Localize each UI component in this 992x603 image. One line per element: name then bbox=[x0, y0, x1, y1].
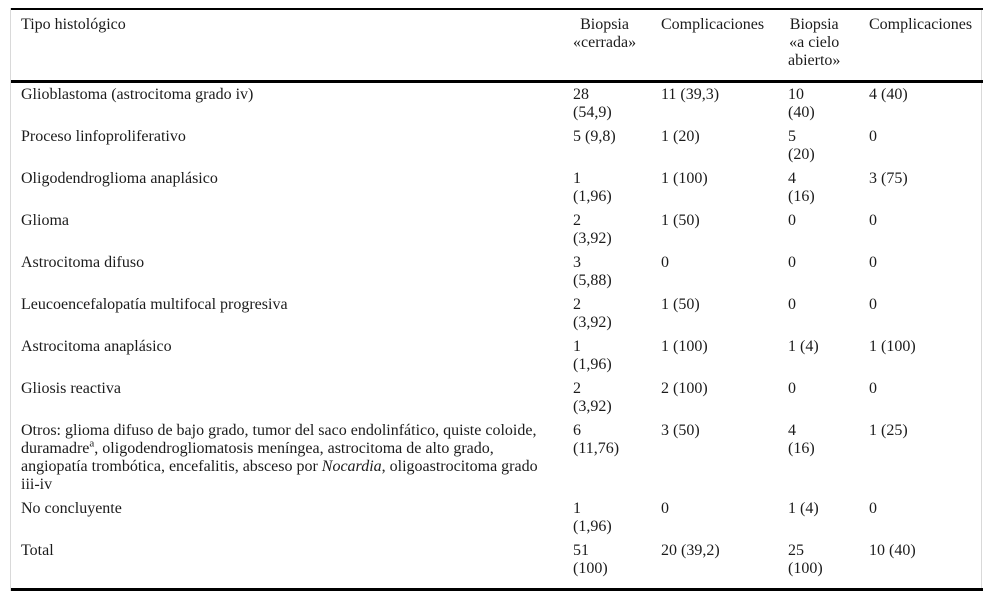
cell-biopsia-cerrada: 1 (1,96) bbox=[573, 170, 612, 205]
col-header-label: Complicaciones bbox=[869, 16, 973, 33]
cell-biopsia-cerrada: 3 (5,88) bbox=[573, 254, 612, 289]
cell-biopsia-cerrada: 6 (11,76) bbox=[573, 422, 620, 457]
table-row: Otros: glioma difuso de bajo grado, tumo… bbox=[11, 419, 983, 497]
cell-biopsia-cerrada: 2 (3,92) bbox=[573, 296, 612, 331]
table-row: Oligodendroglioma anaplásico 1 (1,96) 1 (1… bbox=[11, 167, 983, 209]
table-row: Glioblastoma (astrocitoma grado iv) 28 (5… bbox=[11, 82, 983, 126]
cell-complicaciones-cerrada: 1 (50) bbox=[661, 212, 700, 229]
cell-tipo-histologico: Total bbox=[21, 542, 54, 559]
cell-biopsia-cerrada: 1 (1,96) bbox=[573, 338, 612, 373]
superscript-note-marker: a bbox=[89, 437, 95, 450]
text-segment: Otros: glioma difuso de bajo grado, tumo… bbox=[21, 422, 537, 457]
col-header-biopsia-cielo-abierto: Biopsia «a cielo abierto» bbox=[788, 9, 869, 83]
cell-biopsia-cerrada: 2 (3,92) bbox=[573, 212, 612, 247]
cell-tipo-histologico: Glioma bbox=[21, 212, 69, 229]
cell-tipo-histologico: Astrocitoma difuso bbox=[21, 254, 145, 271]
table-row: Proceso linfoproliferativo 5 (9,8) 1 (20) 5… bbox=[11, 125, 983, 167]
cell-complicaciones-cerrada: 1 (50) bbox=[661, 296, 700, 313]
cell-complicaciones-cerrada: 3 (50) bbox=[661, 422, 700, 439]
cell-tipo-histologico: Gliosis reactiva bbox=[21, 380, 121, 397]
cell-complicaciones-abierta: 0 bbox=[869, 500, 877, 517]
cell-complicaciones-cerrada: 20 (39,2) bbox=[661, 542, 720, 559]
cell-complicaciones-abierta: 0 bbox=[869, 296, 877, 313]
cell-tipo-histologico: Oligodendroglioma anaplásico bbox=[21, 170, 218, 187]
cell-biopsia-abierta: 4 (16) bbox=[788, 422, 815, 457]
cell-complicaciones-cerrada: 1 (20) bbox=[661, 128, 700, 145]
table-body: Glioblastoma (astrocitoma grado iv) 28 (5… bbox=[11, 82, 983, 590]
cell-biopsia-abierta: 1 (4) bbox=[788, 338, 819, 355]
cell-biopsia-abierta: 1 (4) bbox=[788, 500, 819, 517]
cell-complicaciones-abierta: 4 (40) bbox=[869, 86, 908, 103]
cell-biopsia-abierta: 4 (16) bbox=[788, 170, 815, 205]
table-header: Tipo histológico Biopsia «cerrada» Compl… bbox=[11, 9, 983, 83]
col-header-complicaciones-abierto: Complicaciones bbox=[869, 9, 983, 83]
col-header-label: Tipo histológico bbox=[21, 16, 126, 33]
table-row: Gliosis reactiva 2 (3,92) 2 (100) 0 0 bbox=[11, 377, 983, 419]
cell-tipo-histologico: Leucoencefalopatía multifocal progresiva bbox=[21, 296, 288, 313]
cell-tipo-histologico: Proceso linfoproliferativo bbox=[21, 128, 186, 145]
cell-complicaciones-cerrada: 2 (100) bbox=[661, 380, 708, 397]
col-header-biopsia-cerrada: Biopsia «cerrada» bbox=[573, 9, 661, 83]
cell-biopsia-abierta: 0 bbox=[788, 254, 796, 271]
col-header-label: Biopsia «a cielo abierto» bbox=[788, 16, 841, 69]
table-row: Astrocitoma difuso 3 (5,88) 0 0 0 bbox=[11, 251, 983, 293]
cell-complicaciones-cerrada: 11 (39,3) bbox=[661, 86, 720, 103]
histology-table-frame: Tipo histológico Biopsia «cerrada» Compl… bbox=[10, 8, 983, 591]
cell-complicaciones-cerrada: 0 bbox=[661, 500, 669, 517]
cell-biopsia-abierta: 5 (20) bbox=[788, 128, 815, 163]
table-row: Glioma 2 (3,92) 1 (50) 0 0 bbox=[11, 209, 983, 251]
header-row: Tipo histológico Biopsia «cerrada» Compl… bbox=[11, 9, 983, 83]
cell-biopsia-cerrada: 2 (3,92) bbox=[573, 380, 612, 415]
table-row: No concluyente 1 (1,96) 0 1 (4) 0 bbox=[11, 497, 983, 539]
cell-complicaciones-abierta: 0 bbox=[869, 380, 877, 397]
cell-complicaciones-abierta: 0 bbox=[869, 128, 877, 145]
cell-complicaciones-abierta: 1 (25) bbox=[869, 422, 908, 439]
cell-tipo-histologico: Glioblastoma (astrocitoma grado iv) bbox=[21, 86, 254, 103]
text-segment: , oligodendrogliomatosis meníngea, astro… bbox=[21, 440, 494, 475]
cell-biopsia-abierta: 0 bbox=[788, 380, 796, 397]
cell-complicaciones-abierta: 1 (100) bbox=[869, 338, 916, 355]
cell-tipo-histologico: Astrocitoma anaplásico bbox=[21, 338, 172, 355]
cell-complicaciones-cerrada: 1 (100) bbox=[661, 170, 708, 187]
table-row: Total 51 (100) 20 (39,2) 25 (100) 10 (40) bbox=[11, 539, 983, 590]
cell-biopsia-cerrada: 5 (9,8) bbox=[573, 128, 616, 145]
table-row: Leucoencefalopatía multifocal progresiva… bbox=[11, 293, 983, 335]
italic-term: Nocardia bbox=[321, 458, 382, 475]
text-segment: , oligoastrocitoma grado iii-iv bbox=[21, 458, 538, 493]
cell-complicaciones-abierta: 10 (40) bbox=[869, 542, 916, 559]
cell-complicaciones-cerrada: 1 (100) bbox=[661, 338, 708, 355]
cell-complicaciones-abierta: 0 bbox=[869, 212, 877, 229]
cell-tipo-histologico: Otros: glioma difuso de bajo grado, tumo… bbox=[11, 419, 573, 497]
cell-biopsia-cerrada: 28 (54,9) bbox=[573, 86, 612, 121]
histology-table: Tipo histológico Biopsia «cerrada» Compl… bbox=[11, 8, 983, 591]
cell-biopsia-cerrada: 1 (1,96) bbox=[573, 500, 612, 535]
cell-biopsia-abierta: 25 (100) bbox=[788, 542, 823, 577]
table-row: Astrocitoma anaplásico 1 (1,96) 1 (100) 1 (… bbox=[11, 335, 983, 377]
cell-biopsia-cerrada: 51 (100) bbox=[573, 542, 608, 577]
cell-tipo-histologico: No concluyente bbox=[21, 500, 122, 517]
col-header-label: Complicaciones bbox=[661, 16, 765, 33]
col-header-complicaciones-cerrada: Complicaciones bbox=[661, 9, 788, 83]
col-header-label: Biopsia «cerrada» bbox=[573, 16, 637, 51]
cell-complicaciones-abierta: 3 (75) bbox=[869, 170, 908, 187]
cell-complicaciones-cerrada: 0 bbox=[661, 254, 669, 271]
cell-biopsia-abierta: 10 (40) bbox=[788, 86, 815, 121]
cell-complicaciones-abierta: 0 bbox=[869, 254, 877, 271]
col-header-tipo-histologico: Tipo histológico bbox=[11, 9, 573, 83]
cell-biopsia-abierta: 0 bbox=[788, 212, 796, 229]
cell-biopsia-abierta: 0 bbox=[788, 296, 796, 313]
